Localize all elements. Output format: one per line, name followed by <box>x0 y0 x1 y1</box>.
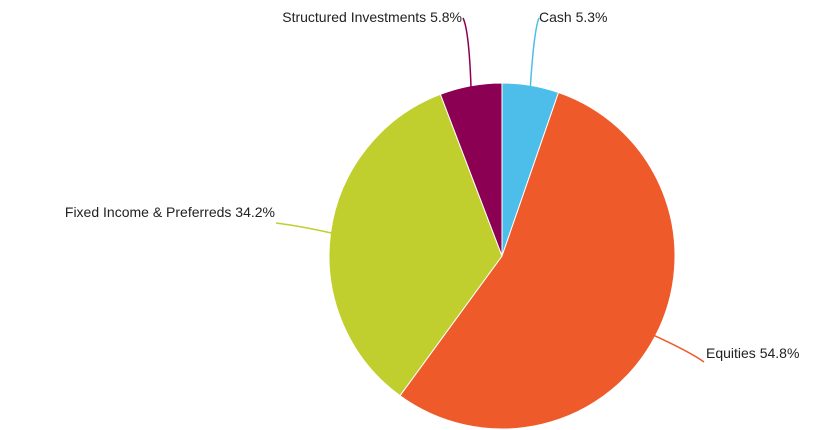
slice-value: 5.3% <box>576 9 608 25</box>
slice-label: Cash 5.3% <box>539 9 608 25</box>
slice-category: Equities <box>706 345 756 361</box>
leader-line <box>653 334 705 363</box>
leader-line <box>529 17 540 88</box>
slice-label: Fixed Income & Preferreds 34.2% <box>65 204 275 220</box>
leader-line <box>275 222 333 234</box>
slice-category: Fixed Income & Preferreds <box>65 204 232 220</box>
slice-value: 5.8% <box>430 9 462 25</box>
slice-label: Structured Investments 5.8% <box>282 9 462 25</box>
slice-value: 34.2% <box>235 204 275 220</box>
slice-value: 54.8% <box>760 345 800 361</box>
leader-line <box>462 17 472 88</box>
slice-category: Cash <box>539 9 572 25</box>
slice-category: Structured Investments <box>282 9 426 25</box>
slice-label: Equities 54.8% <box>706 345 799 361</box>
